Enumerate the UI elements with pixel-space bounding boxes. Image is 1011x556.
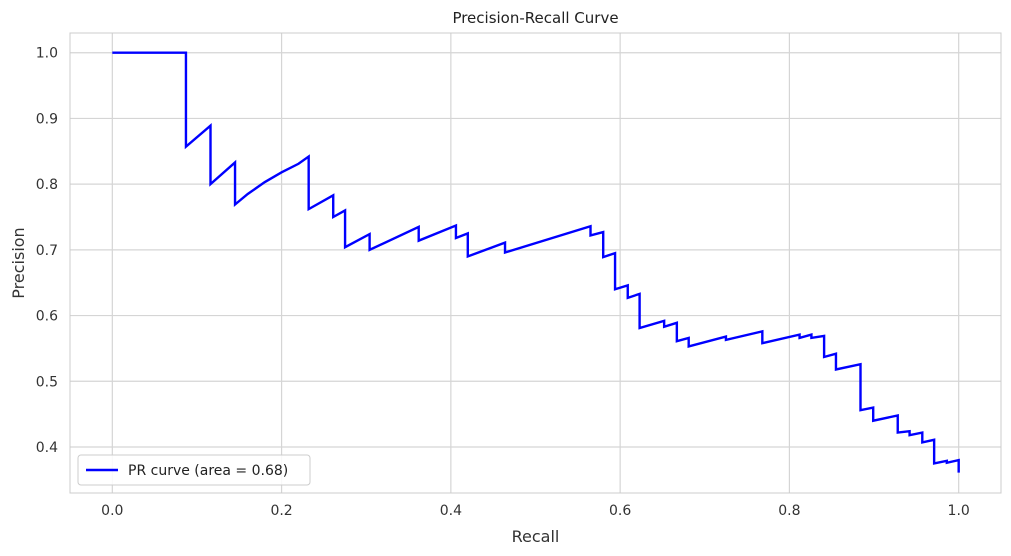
x-tick-labels: 0.0 0.2 0.4 0.6 0.8 1.0 <box>101 503 970 519</box>
x-tick-label: 0.6 <box>609 503 631 519</box>
y-tick-label: 1.0 <box>36 46 58 62</box>
y-axis-label: Precision <box>9 227 28 298</box>
y-tick-label: 0.7 <box>36 243 58 259</box>
legend-entry: PR curve (area = 0.68) <box>128 463 288 479</box>
x-tick-label: 0.2 <box>270 503 292 519</box>
x-axis-label: Recall <box>512 527 560 546</box>
legend-box <box>77 454 311 486</box>
plot-frame <box>69 32 1002 494</box>
y-tick-labels: 0.4 0.5 0.6 0.7 0.8 0.9 1.0 <box>36 46 58 456</box>
grid-lines <box>70 33 1001 493</box>
x-tick-label: 0.0 <box>101 503 123 519</box>
y-tick-label: 0.8 <box>36 177 58 193</box>
pr-curve-line <box>112 51 960 473</box>
x-tick-label: 0.8 <box>778 503 800 519</box>
y-tick-label: 0.4 <box>36 440 58 456</box>
y-tick-label: 0.6 <box>36 309 58 325</box>
x-tick-label: 1.0 <box>948 503 970 519</box>
y-tick-label: 0.9 <box>36 111 58 127</box>
y-tick-label: 0.5 <box>36 374 58 390</box>
legend: PR curve (area = 0.68) <box>77 454 311 486</box>
x-tick-label: 0.4 <box>440 503 462 519</box>
chart-title: Precision-Recall Curve <box>452 9 618 27</box>
